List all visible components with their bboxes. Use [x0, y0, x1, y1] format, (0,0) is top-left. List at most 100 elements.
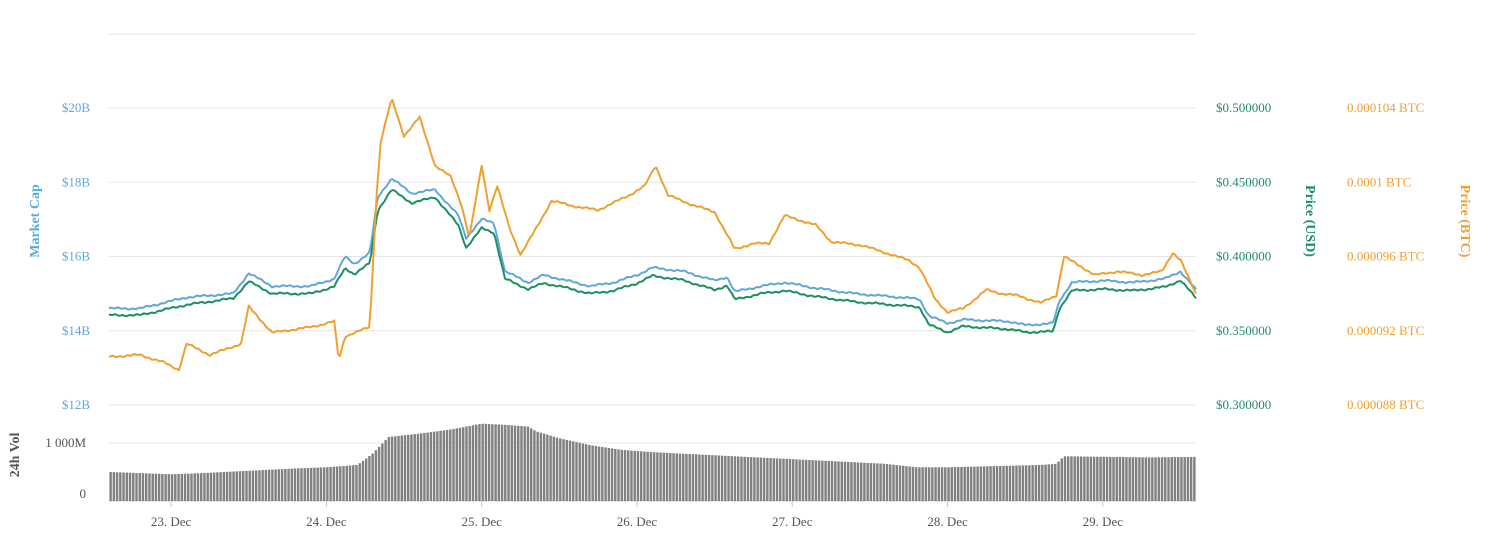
- volume-bar: [694, 454, 698, 501]
- volume-bar: [986, 466, 989, 501]
- x-tick-label: 23. Dec: [151, 514, 192, 529]
- price-btc-tick-label: 0.0001 BTC: [1347, 174, 1411, 189]
- volume-bar: [639, 451, 643, 501]
- volume-bar: [326, 467, 329, 501]
- volume-bar: [484, 423, 488, 501]
- volume-bar: [1037, 465, 1041, 501]
- volume-bar: [847, 461, 850, 501]
- volume-bar: [119, 472, 122, 501]
- volume-bar: [678, 453, 682, 501]
- volume-bar: [523, 426, 526, 501]
- volume-bar: [610, 448, 614, 501]
- volume-bar: [853, 462, 856, 501]
- volume-bar: [953, 467, 957, 501]
- volume-bar: [267, 469, 271, 501]
- volume-bar: [245, 470, 248, 501]
- volume-bar: [1067, 456, 1070, 501]
- volume-bar: [112, 472, 116, 501]
- volume-bar: [636, 451, 640, 501]
- volume-bar: [1193, 456, 1196, 501]
- price-btc-tick-label: 0.000096 BTC: [1347, 249, 1424, 264]
- volume-tick-label: 0: [80, 486, 87, 501]
- volume-bar: [1176, 457, 1180, 501]
- volume-bar: [358, 463, 361, 501]
- volume-bar: [1063, 456, 1067, 501]
- volume-bar: [128, 472, 132, 501]
- volume-bar: [235, 471, 239, 501]
- volume-bar: [242, 471, 245, 501]
- volume-bar: [588, 444, 591, 501]
- volume-bar: [798, 459, 801, 501]
- volume-bar: [772, 458, 776, 501]
- volume-bar: [115, 472, 119, 501]
- volume-bar: [882, 463, 886, 501]
- volume-bar: [698, 454, 701, 501]
- volume-bar: [254, 470, 258, 501]
- series-line-price-btc: [108, 98, 1197, 372]
- volume-bar: [688, 454, 691, 501]
- volume-bar: [1076, 456, 1080, 501]
- volume-bar: [513, 425, 517, 501]
- volume-bar: [759, 457, 763, 501]
- volume-bar: [782, 458, 785, 501]
- volume-bar: [995, 466, 999, 501]
- volume-bar: [445, 429, 449, 501]
- volume-bar: [206, 472, 209, 501]
- volume-bar: [474, 424, 478, 501]
- volume-bar: [455, 428, 458, 501]
- volume-bar: [494, 424, 497, 501]
- volume-bar: [374, 450, 378, 501]
- volume-bar: [1070, 456, 1073, 501]
- volume-bar: [740, 456, 743, 501]
- volume-bar: [918, 467, 921, 501]
- volume-bar: [167, 474, 171, 501]
- volume-bar: [339, 466, 342, 501]
- volume-bar: [795, 459, 798, 501]
- volume-bar: [177, 473, 180, 501]
- volume-bar: [1083, 456, 1086, 501]
- volume-bar: [1031, 465, 1034, 501]
- volume-bar: [850, 462, 853, 501]
- volume-bar: [394, 436, 397, 501]
- market-cap-axis-title: Market Cap: [28, 184, 43, 258]
- volume-bar: [504, 424, 507, 501]
- volume-bar: [542, 433, 546, 501]
- volume-bar: [355, 465, 358, 501]
- volume-bar: [914, 467, 918, 501]
- volume-bar: [164, 474, 167, 501]
- volume-bar: [458, 427, 462, 501]
- volume-bar: [481, 423, 484, 501]
- volume-bar: [811, 460, 814, 501]
- volume-bar: [1034, 465, 1038, 501]
- volume-bar: [322, 467, 326, 501]
- volume-bar: [597, 446, 601, 501]
- volume-bar: [419, 433, 423, 501]
- series-line-price-usd: [108, 189, 1197, 334]
- volume-bar: [775, 458, 779, 501]
- x-tick-label: 27. Dec: [772, 514, 813, 529]
- volume-bar: [555, 437, 559, 501]
- volume-bar: [717, 455, 721, 501]
- volume-bar: [436, 431, 439, 501]
- volume-bar: [727, 455, 730, 501]
- volume-bar: [1044, 464, 1047, 501]
- volume-bar: [643, 451, 646, 501]
- volume-bar: [966, 466, 970, 501]
- volume-bar: [659, 452, 662, 501]
- volume-bar: [199, 473, 203, 501]
- volume-bar: [743, 456, 746, 501]
- volume-bar: [332, 466, 336, 501]
- market-cap-tick-label: $16B: [62, 249, 91, 264]
- market-cap-tick-label: $18B: [62, 174, 91, 189]
- volume-bar: [1157, 457, 1161, 501]
- volume-bars: [109, 423, 1196, 501]
- volume-bar: [491, 424, 494, 501]
- volume-bar: [258, 470, 261, 501]
- volume-bar: [633, 450, 636, 501]
- volume-bar: [549, 435, 552, 501]
- volume-bar: [617, 449, 620, 501]
- volume-bar: [1151, 457, 1154, 501]
- volume-bar: [529, 428, 533, 501]
- volume-bar: [1015, 465, 1018, 501]
- volume-bar: [840, 461, 843, 501]
